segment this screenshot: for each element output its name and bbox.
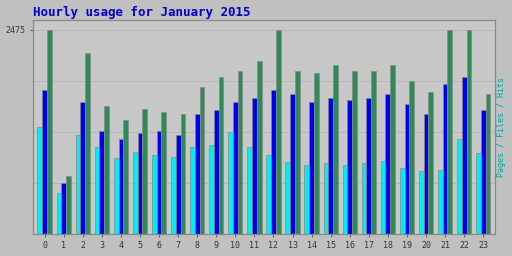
Bar [171,157,176,234]
Bar [305,165,309,234]
Bar [481,110,485,234]
Bar [104,106,109,234]
Bar [466,30,472,234]
Bar [238,71,243,234]
Bar [176,135,181,234]
Bar [123,120,128,234]
Bar [138,133,142,234]
Bar [114,158,119,234]
Bar [266,155,271,234]
Bar [42,90,47,234]
Bar [371,71,376,234]
Bar [476,153,481,234]
Bar [142,109,147,234]
Bar [152,155,157,234]
Bar [76,135,80,234]
Bar [80,102,85,234]
Bar [429,92,433,234]
Bar [252,98,257,234]
Bar [333,65,338,234]
Bar [219,77,223,234]
Bar [233,102,238,234]
Bar [462,77,466,234]
Bar [228,132,233,234]
Bar [314,73,319,234]
Bar [324,163,328,234]
Bar [438,169,443,234]
Bar [56,193,61,234]
Bar [66,176,71,234]
Bar [37,127,42,234]
Bar [119,139,123,234]
Text: Hourly usage for January 2015: Hourly usage for January 2015 [33,6,251,18]
Bar [157,131,161,234]
Bar [85,52,90,234]
Bar [200,87,204,234]
Y-axis label: Pages / Files / Hits: Pages / Files / Hits [498,77,506,177]
Bar [190,147,195,234]
Bar [381,161,386,234]
Bar [447,30,452,234]
Bar [419,171,423,234]
Bar [271,90,276,234]
Bar [276,30,281,234]
Bar [343,165,347,234]
Bar [257,61,262,234]
Bar [195,114,200,234]
Bar [290,94,295,234]
Bar [409,81,414,234]
Bar [61,183,66,234]
Bar [295,71,300,234]
Bar [309,102,314,234]
Bar [181,114,185,234]
Bar [404,104,409,234]
Bar [367,98,371,234]
Bar [161,112,166,234]
Bar [347,100,352,234]
Bar [443,84,447,234]
Bar [209,145,214,234]
Bar [386,94,390,234]
Bar [47,30,52,234]
Bar [485,94,490,234]
Bar [99,131,104,234]
Bar [285,162,290,234]
Bar [361,163,367,234]
Bar [247,147,252,234]
Bar [390,65,395,234]
Bar [352,71,357,234]
Bar [133,152,138,234]
Bar [95,147,99,234]
Bar [214,110,219,234]
Bar [457,139,462,234]
Bar [423,114,429,234]
Bar [328,98,333,234]
Bar [400,168,404,234]
